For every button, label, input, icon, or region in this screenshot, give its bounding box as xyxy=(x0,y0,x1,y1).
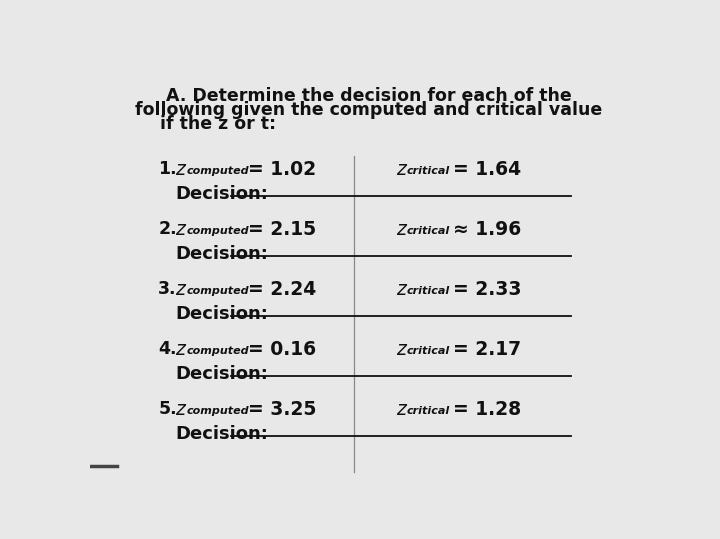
Text: = 2.15: = 2.15 xyxy=(248,220,316,239)
Text: 1.: 1. xyxy=(158,160,177,178)
Text: computed: computed xyxy=(186,226,248,236)
Text: 3.: 3. xyxy=(158,280,176,298)
Text: $\mathit{z}$: $\mathit{z}$ xyxy=(175,340,187,360)
Text: = 0.16: = 0.16 xyxy=(248,340,316,360)
Text: Decision:: Decision: xyxy=(175,425,268,443)
Text: computed: computed xyxy=(186,406,248,416)
Text: $\mathit{z}$: $\mathit{z}$ xyxy=(396,160,408,179)
Text: $\mathit{z}$: $\mathit{z}$ xyxy=(175,280,187,299)
Text: critical: critical xyxy=(407,165,450,176)
Text: = 1.28: = 1.28 xyxy=(454,400,521,419)
Text: $\mathit{z}$: $\mathit{z}$ xyxy=(396,220,408,239)
Text: critical: critical xyxy=(407,406,450,416)
Text: critical: critical xyxy=(407,226,450,236)
Text: critical: critical xyxy=(407,286,450,296)
Text: $\mathit{z}$: $\mathit{z}$ xyxy=(175,400,187,419)
Text: computed: computed xyxy=(186,286,248,296)
Text: $\mathit{z}$: $\mathit{z}$ xyxy=(175,160,187,179)
Text: = 2.24: = 2.24 xyxy=(248,280,316,299)
Text: Decision:: Decision: xyxy=(175,185,268,203)
Text: Decision:: Decision: xyxy=(175,365,268,383)
Text: Decision:: Decision: xyxy=(175,245,268,263)
Text: = 2.17: = 2.17 xyxy=(454,340,521,360)
Text: = 3.25: = 3.25 xyxy=(248,400,317,419)
Text: A. Determine the decision for each of the: A. Determine the decision for each of th… xyxy=(166,87,572,105)
Text: 4.: 4. xyxy=(158,340,176,358)
Text: Decision:: Decision: xyxy=(175,305,268,323)
Text: = 1.02: = 1.02 xyxy=(248,160,316,179)
Text: computed: computed xyxy=(186,165,248,176)
Text: if the z or t:: if the z or t: xyxy=(160,115,276,133)
Text: = 1.64: = 1.64 xyxy=(454,160,521,179)
Text: computed: computed xyxy=(186,345,248,356)
Text: $\mathit{z}$: $\mathit{z}$ xyxy=(175,220,187,239)
Text: $\mathit{z}$: $\mathit{z}$ xyxy=(396,280,408,299)
Text: $\mathit{z}$: $\mathit{z}$ xyxy=(396,400,408,419)
Text: = 2.33: = 2.33 xyxy=(454,280,522,299)
Text: ≈ 1.96: ≈ 1.96 xyxy=(454,220,522,239)
Text: 5.: 5. xyxy=(158,400,177,418)
Text: 2.: 2. xyxy=(158,220,177,238)
Text: critical: critical xyxy=(407,345,450,356)
Text: $\mathit{z}$: $\mathit{z}$ xyxy=(396,340,408,360)
Text: following given the computed and critical value: following given the computed and critica… xyxy=(135,101,603,119)
